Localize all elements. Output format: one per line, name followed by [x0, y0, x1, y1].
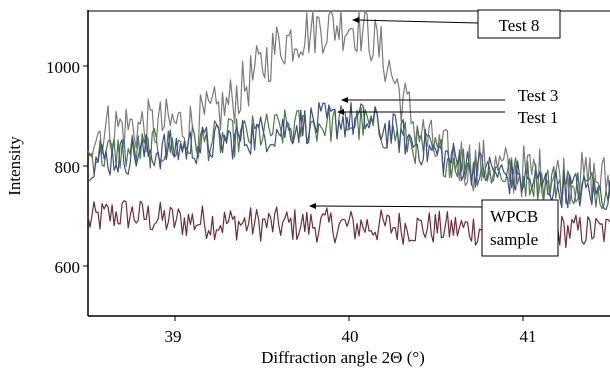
y-axis-label: Intensity [5, 136, 24, 196]
test3-test1-label-box [505, 80, 575, 130]
test1-label: Test 1 [518, 108, 559, 127]
wpcb-label-line1: WPCB [490, 207, 538, 226]
x-tick-label-40: 40 [342, 327, 359, 346]
test8-arrow-line [357, 19, 479, 24]
test8-label: Test 8 [499, 16, 540, 35]
test1-arrow-head [337, 109, 344, 115]
y-tick-label-600: 600 [55, 258, 81, 277]
test3-label: Test 3 [518, 86, 559, 105]
test8-label-box [477, 9, 561, 39]
series-line-1 [87, 101, 610, 211]
wpcb-arrow-head [309, 203, 316, 209]
wpcb-label-line2: sample [490, 230, 538, 249]
wpcb-label-box [481, 199, 559, 257]
ticks-group [83, 65, 524, 321]
test3-arrow-head [341, 97, 348, 103]
y-tick-label-1000: 1000 [46, 58, 80, 77]
x-tick-label-39: 39 [165, 327, 182, 346]
y-tick-label-800: 800 [55, 158, 81, 177]
series-line-0 [87, 10, 610, 205]
wpcb-arrow-line [315, 205, 483, 208]
x-axis-label: Diffraction angle 2Θ (°) [261, 348, 425, 367]
x-tick-label-41: 41 [520, 327, 537, 346]
test8-arrow-head [352, 17, 359, 23]
